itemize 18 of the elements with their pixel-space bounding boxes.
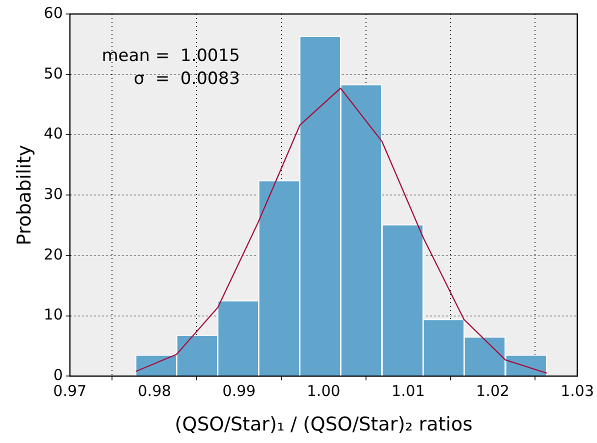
y-tick-label: 50: [44, 64, 63, 82]
x-tick-label: 1.03: [560, 382, 594, 400]
y-tick-label: 10: [44, 306, 63, 324]
x-tick-label: 1.02: [476, 382, 510, 400]
x-tick-label: 0.99: [222, 382, 256, 400]
annotation: σ = 0.0083: [134, 69, 240, 89]
y-tick-label: 40: [44, 124, 63, 143]
y-tick-label: 30: [44, 184, 63, 203]
y-axis-title: Probability: [13, 144, 36, 246]
annotation: mean = 1.0015: [102, 46, 240, 66]
y-tick-label: 60: [44, 4, 63, 22]
x-axis-title: (QSO/Star)₁ / (QSO/Star)₂ ratios: [174, 414, 472, 436]
x-tick-label: 0.97: [53, 382, 87, 400]
x-tick-label: 0.98: [138, 382, 172, 400]
y-tick-label: 20: [44, 245, 63, 264]
x-tick-label: 1.01: [391, 382, 425, 400]
y-tick-label: 0: [53, 366, 63, 384]
x-tick-label: 1.00: [306, 382, 340, 400]
